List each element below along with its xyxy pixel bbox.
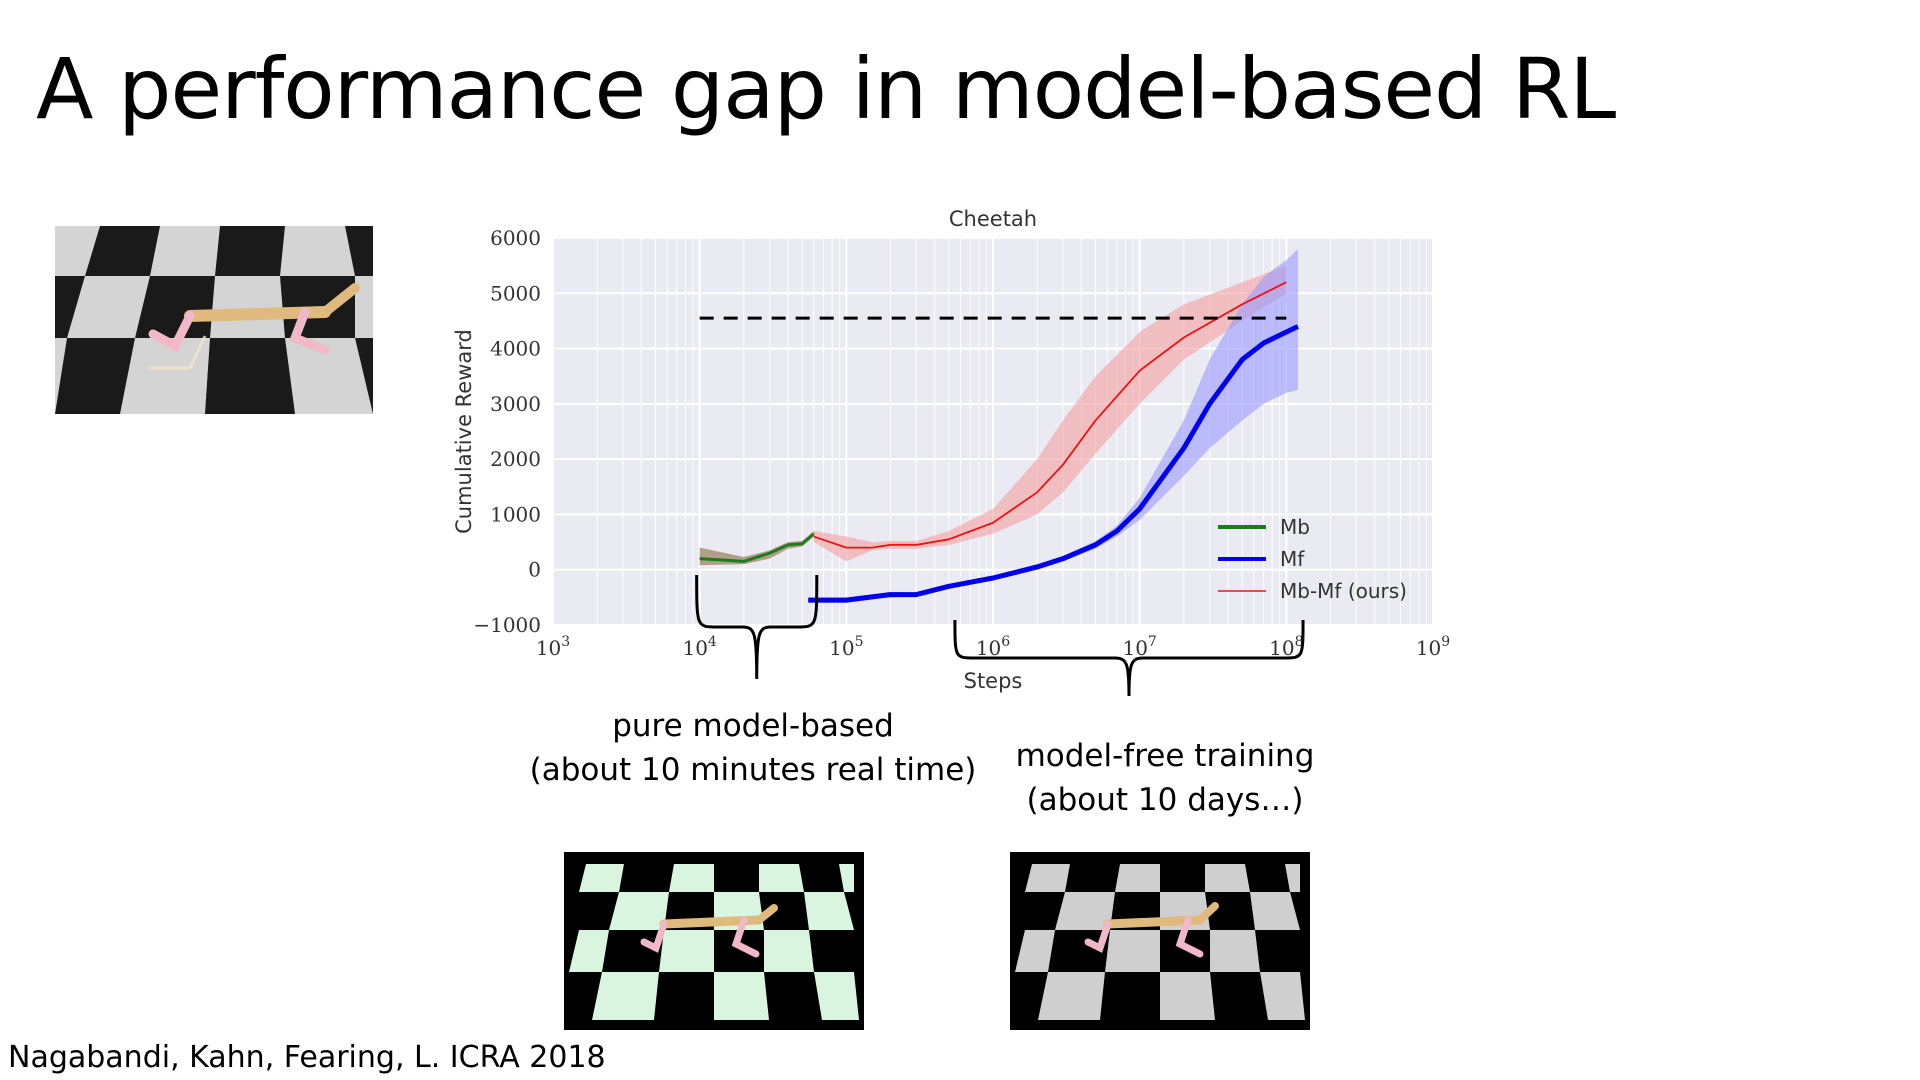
x-tick-label: 109 bbox=[1416, 634, 1450, 660]
cheetah-image-top bbox=[55, 226, 373, 414]
slide-title: A performance gap in model-based RL bbox=[36, 40, 1616, 138]
citation: Nagabandi, Kahn, Fearing, L. ICRA 2018 bbox=[8, 1040, 606, 1075]
y-tick-label: 0 bbox=[528, 558, 541, 582]
confidence-band bbox=[813, 265, 1287, 562]
legend-entry: Mf bbox=[1280, 547, 1305, 571]
cheetah-image-gray bbox=[1010, 852, 1310, 1030]
x-tick-label: 107 bbox=[1122, 634, 1156, 660]
x-tick-label: 104 bbox=[682, 634, 716, 660]
caption-right-line-1: model-free training bbox=[1015, 738, 1315, 774]
x-tick-label: 103 bbox=[536, 634, 570, 660]
bracket bbox=[695, 574, 819, 680]
confidence-band bbox=[808, 249, 1298, 603]
y-tick-label: 4000 bbox=[490, 337, 541, 361]
cheetah-image-green bbox=[564, 852, 864, 1030]
confidence-band bbox=[699, 531, 814, 566]
caption-pure-model-based: pure model-based (about 10 minutes real … bbox=[528, 704, 978, 792]
x-tick-label: 106 bbox=[976, 634, 1010, 660]
legend: Mb Mf Mb-Mf (ours) bbox=[1218, 515, 1407, 603]
legend-entry: Mb-Mf (ours) bbox=[1280, 579, 1407, 603]
caption-left-line-2: (about 10 minutes real time) bbox=[529, 752, 977, 788]
y-tick-label: 6000 bbox=[490, 226, 541, 250]
series-line bbox=[699, 532, 815, 563]
y-tick-label: −1000 bbox=[473, 613, 541, 637]
y-tick-label: 3000 bbox=[490, 392, 541, 416]
x-tick-label: 105 bbox=[829, 634, 863, 660]
series-line bbox=[813, 281, 1287, 549]
cheetah-chart: 103 104 105 106 107 108 1096000500040003000200… bbox=[452, 207, 1450, 697]
y-axis-title: Cumulative Reward bbox=[452, 329, 476, 534]
caption-left-line-1: pure model-based bbox=[612, 708, 894, 744]
chart-title: Cheetah bbox=[949, 207, 1037, 231]
bracket bbox=[953, 619, 1305, 697]
legend-entry: Mb bbox=[1280, 515, 1310, 539]
caption-right-line-2: (about 10 days…) bbox=[1026, 782, 1304, 818]
y-tick-label: 5000 bbox=[490, 281, 541, 305]
y-tick-label: 1000 bbox=[490, 502, 541, 526]
caption-model-free: model-free training (about 10 days…) bbox=[1000, 734, 1330, 822]
series-line bbox=[808, 324, 1300, 603]
x-axis-title: Steps bbox=[964, 669, 1023, 693]
y-tick-label: 2000 bbox=[490, 447, 541, 471]
